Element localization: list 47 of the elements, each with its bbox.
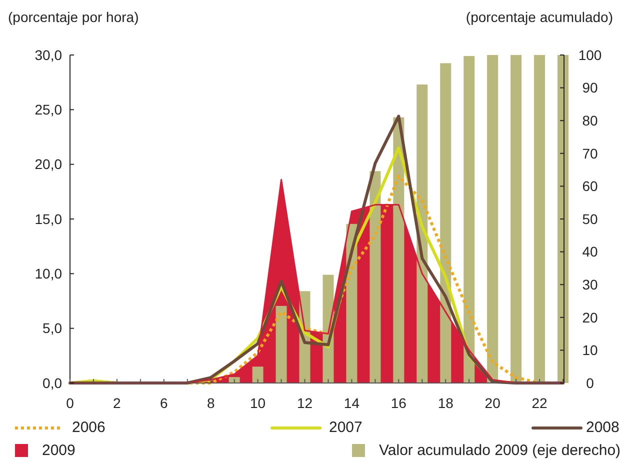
y-tick-label: 5,0 bbox=[42, 320, 62, 336]
y-tick-label: 30,0 bbox=[34, 46, 62, 63]
x-tick-label: 6 bbox=[160, 395, 168, 411]
legend-label: Valor acumulado 2009 (eje derecho) bbox=[379, 442, 621, 459]
y2-axis-title: (porcentaje acumulado) bbox=[466, 9, 613, 25]
bar bbox=[510, 55, 522, 383]
bar bbox=[464, 56, 475, 383]
x-tick-label: 16 bbox=[390, 395, 407, 411]
bar bbox=[393, 117, 404, 383]
x-tick-label: 2 bbox=[113, 395, 122, 411]
x-tick-label: 14 bbox=[344, 395, 360, 411]
bar bbox=[440, 63, 452, 383]
y-tick-label: 15,0 bbox=[34, 210, 62, 227]
x-tick-label: 0 bbox=[66, 395, 74, 411]
y-tick-label: 10,0 bbox=[34, 266, 62, 282]
y2-tick-label: 50 bbox=[582, 210, 598, 227]
bar bbox=[276, 306, 287, 383]
bar bbox=[487, 55, 498, 383]
legend-label: 2006 bbox=[72, 419, 106, 436]
y-tick-label: 0,0 bbox=[42, 374, 62, 391]
y2-tick-label: 90 bbox=[582, 80, 598, 96]
y2-tick-label: 100 bbox=[578, 46, 602, 63]
x-tick-label: 18 bbox=[438, 395, 454, 411]
y2-tick-label: 80 bbox=[582, 112, 598, 128]
y2-tick-label: 40 bbox=[582, 244, 598, 260]
y2-tick-label: 60 bbox=[582, 178, 598, 194]
x-tick-label: 22 bbox=[532, 395, 548, 411]
y-tick-label: 25,0 bbox=[34, 102, 62, 118]
y2-tick-label: 30 bbox=[582, 276, 598, 292]
x-tick-label: 12 bbox=[296, 395, 313, 411]
y-axis-title: (porcentaje por hora) bbox=[8, 9, 139, 25]
x-tick-label: 10 bbox=[250, 395, 266, 411]
legend-label: 2008 bbox=[586, 419, 620, 436]
legend-label: 2007 bbox=[329, 419, 362, 436]
y2-tick-label: 70 bbox=[582, 145, 598, 162]
x-tick-label: 20 bbox=[484, 395, 501, 411]
y-tick-label: 20,0 bbox=[34, 156, 62, 172]
y2-tick-label: 0 bbox=[586, 374, 594, 391]
x-tick-label: 8 bbox=[206, 395, 215, 411]
bar bbox=[558, 55, 568, 383]
bar bbox=[370, 171, 381, 383]
bar bbox=[252, 366, 264, 383]
legend-label: 2009 bbox=[42, 442, 76, 459]
y2-tick-label: 20 bbox=[582, 309, 598, 326]
bar bbox=[416, 84, 428, 383]
bar bbox=[534, 55, 546, 383]
y2-tick-label: 10 bbox=[582, 342, 598, 358]
